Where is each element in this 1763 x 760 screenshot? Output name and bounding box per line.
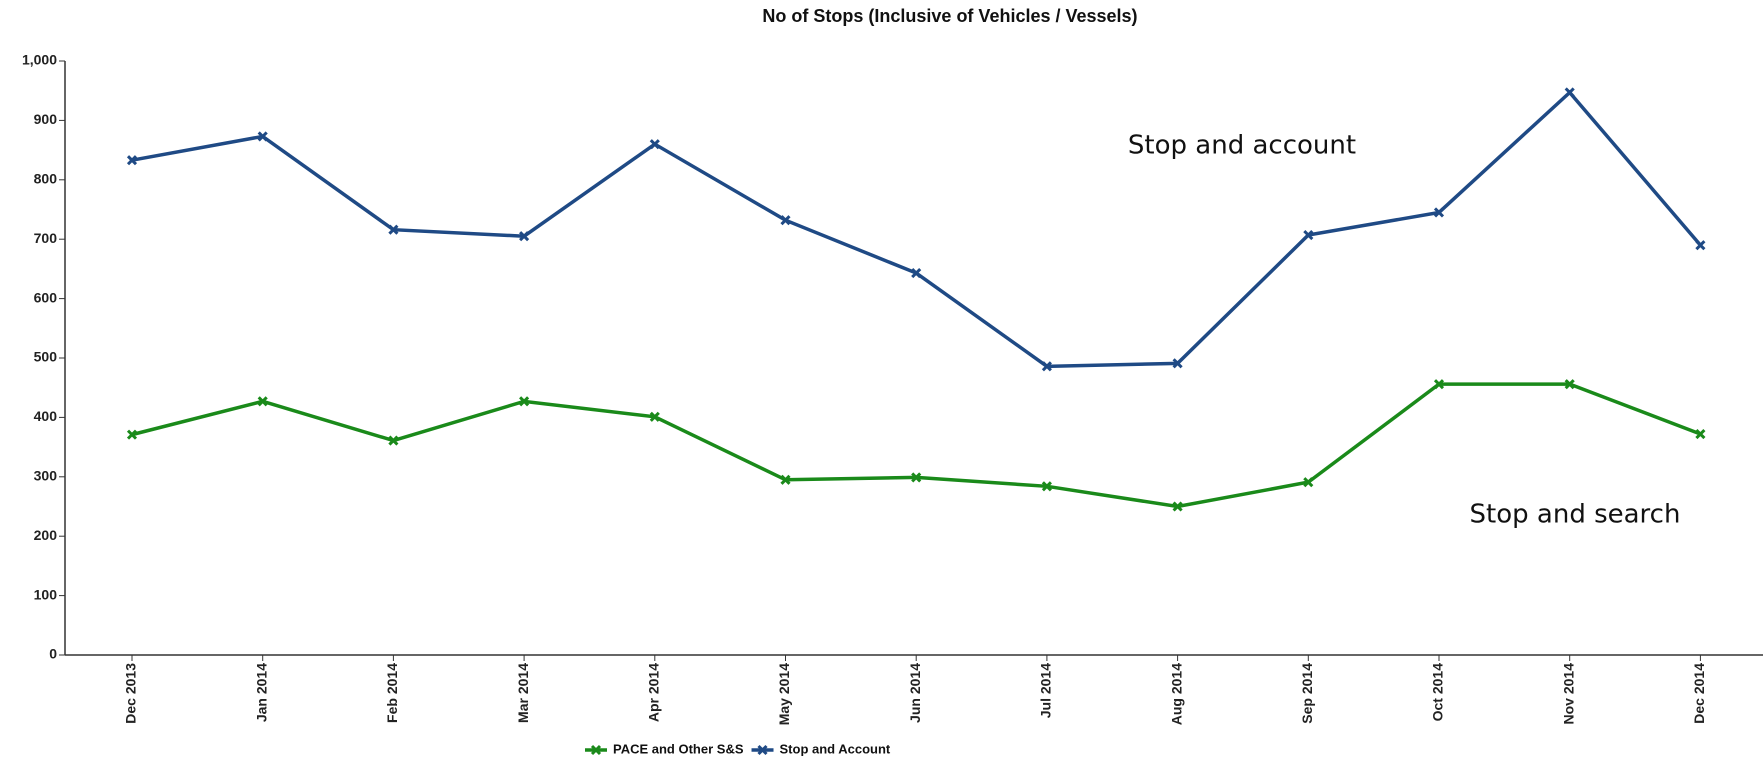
x-tick-label: Apr 2014 [646,663,662,722]
point-marker [388,224,399,235]
point-marker [1433,207,1445,218]
point-marker [649,411,660,422]
series-line [131,382,1702,509]
x-tick-label: Aug 2014 [1168,663,1184,725]
point-marker [519,231,530,242]
point-marker [1303,477,1314,488]
point-marker [1041,481,1052,492]
y-tick-label: 500 [34,349,58,365]
annotation: Stop and search [1470,500,1681,530]
y-tick-label: 100 [34,586,58,602]
x-tick-label: Feb 2014 [384,663,400,723]
x-tick-label: Sep 2014 [1299,663,1315,724]
point-marker [1695,428,1706,440]
y-tick-label: 300 [34,468,58,484]
y-tick-label: 1,000 [22,52,57,68]
x-tick-label: Mar 2014 [515,663,531,723]
legend-label: PACE and Other S&S [613,741,744,756]
point-marker [1041,361,1052,372]
point-marker [1172,358,1183,369]
x-tick-label: Oct 2014 [1430,663,1446,722]
point-marker [257,396,268,407]
y-tick-label: 400 [34,408,58,424]
x-tick-label: Dec 2013 [123,663,139,724]
point-marker [1172,501,1183,512]
point-marker [1303,229,1314,241]
legend-marker [757,744,768,756]
x-tick-label: Jul 2014 [1038,663,1054,718]
point-marker [911,472,922,483]
y-tick-label: 600 [34,289,58,305]
y-tick-label: 700 [34,230,58,246]
y-tick-label: 200 [34,527,58,543]
point-marker [1433,379,1445,390]
x-tick-label: Nov 2014 [1560,663,1576,725]
y-tick-label: 900 [34,111,58,127]
chart-title: No of Stops (Inclusive of Vehicles / Ves… [762,6,1137,26]
point-marker [911,267,922,279]
x-tick-label: Jun 2014 [907,663,923,723]
y-tick-label: 800 [34,171,58,187]
x-tick-label: Jan 2014 [253,663,269,722]
point-marker [649,139,660,150]
point-marker [519,396,530,407]
x-tick-label: Dec 2014 [1691,663,1707,724]
point-marker [388,435,399,446]
series-line [131,89,1702,369]
point-marker [1564,379,1575,390]
point-marker [1564,87,1575,98]
point-marker [1695,240,1706,251]
point-marker [126,429,138,440]
y-tick-label: 0 [49,646,57,662]
annotation: Stop and account [1128,131,1356,161]
point-marker [780,215,791,226]
point-marker [780,474,791,485]
point-marker [126,155,138,166]
point-marker [257,131,268,142]
legend-label: Stop and Account [780,741,891,756]
x-tick-label: May 2014 [776,663,792,725]
legend-marker [590,744,602,756]
